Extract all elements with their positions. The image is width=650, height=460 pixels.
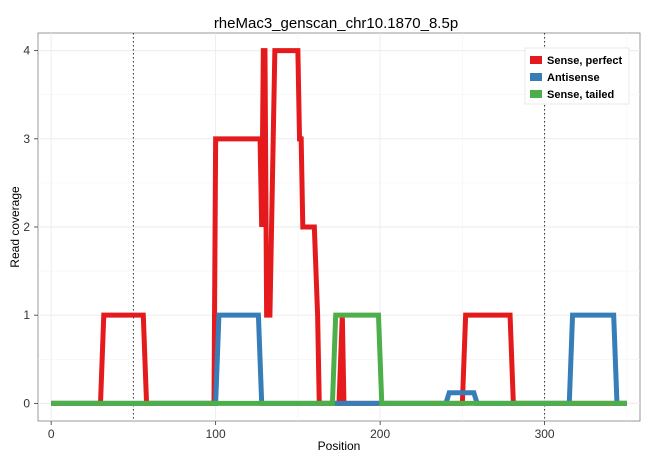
legend-label: Antisense bbox=[547, 72, 600, 84]
y-tick-label: 0 bbox=[23, 396, 30, 410]
y-axis-title: Read coverage bbox=[8, 186, 22, 268]
y-tick-label: 4 bbox=[23, 44, 30, 58]
x-tick-label: 0 bbox=[48, 427, 55, 441]
legend: Sense, perfect Antisense Sense, tailed bbox=[524, 47, 630, 105]
x-tick-label: 200 bbox=[370, 427, 390, 441]
legend-swatch bbox=[530, 90, 542, 98]
x-tick-label: 100 bbox=[206, 427, 226, 441]
x-tick-label: 300 bbox=[535, 427, 555, 441]
y-tick-label: 1 bbox=[23, 308, 30, 322]
chart-title: rheMac3_genscan_chr10.1870_8.5p bbox=[214, 15, 458, 32]
series-line bbox=[51, 312, 627, 406]
axis-ticks: 0 100 200 300 0 1 2 3 4 bbox=[23, 44, 555, 441]
legend-label: Sense, perfect bbox=[547, 55, 623, 67]
legend-swatch bbox=[530, 73, 542, 81]
legend-swatch bbox=[530, 56, 542, 64]
y-tick-label: 2 bbox=[23, 220, 30, 234]
legend-label: Sense, tailed bbox=[547, 89, 614, 101]
x-axis-title: Position bbox=[318, 439, 361, 453]
series-lines bbox=[51, 48, 627, 406]
legend-box bbox=[524, 47, 630, 105]
series-line bbox=[51, 312, 627, 406]
y-tick-label: 3 bbox=[23, 132, 30, 146]
